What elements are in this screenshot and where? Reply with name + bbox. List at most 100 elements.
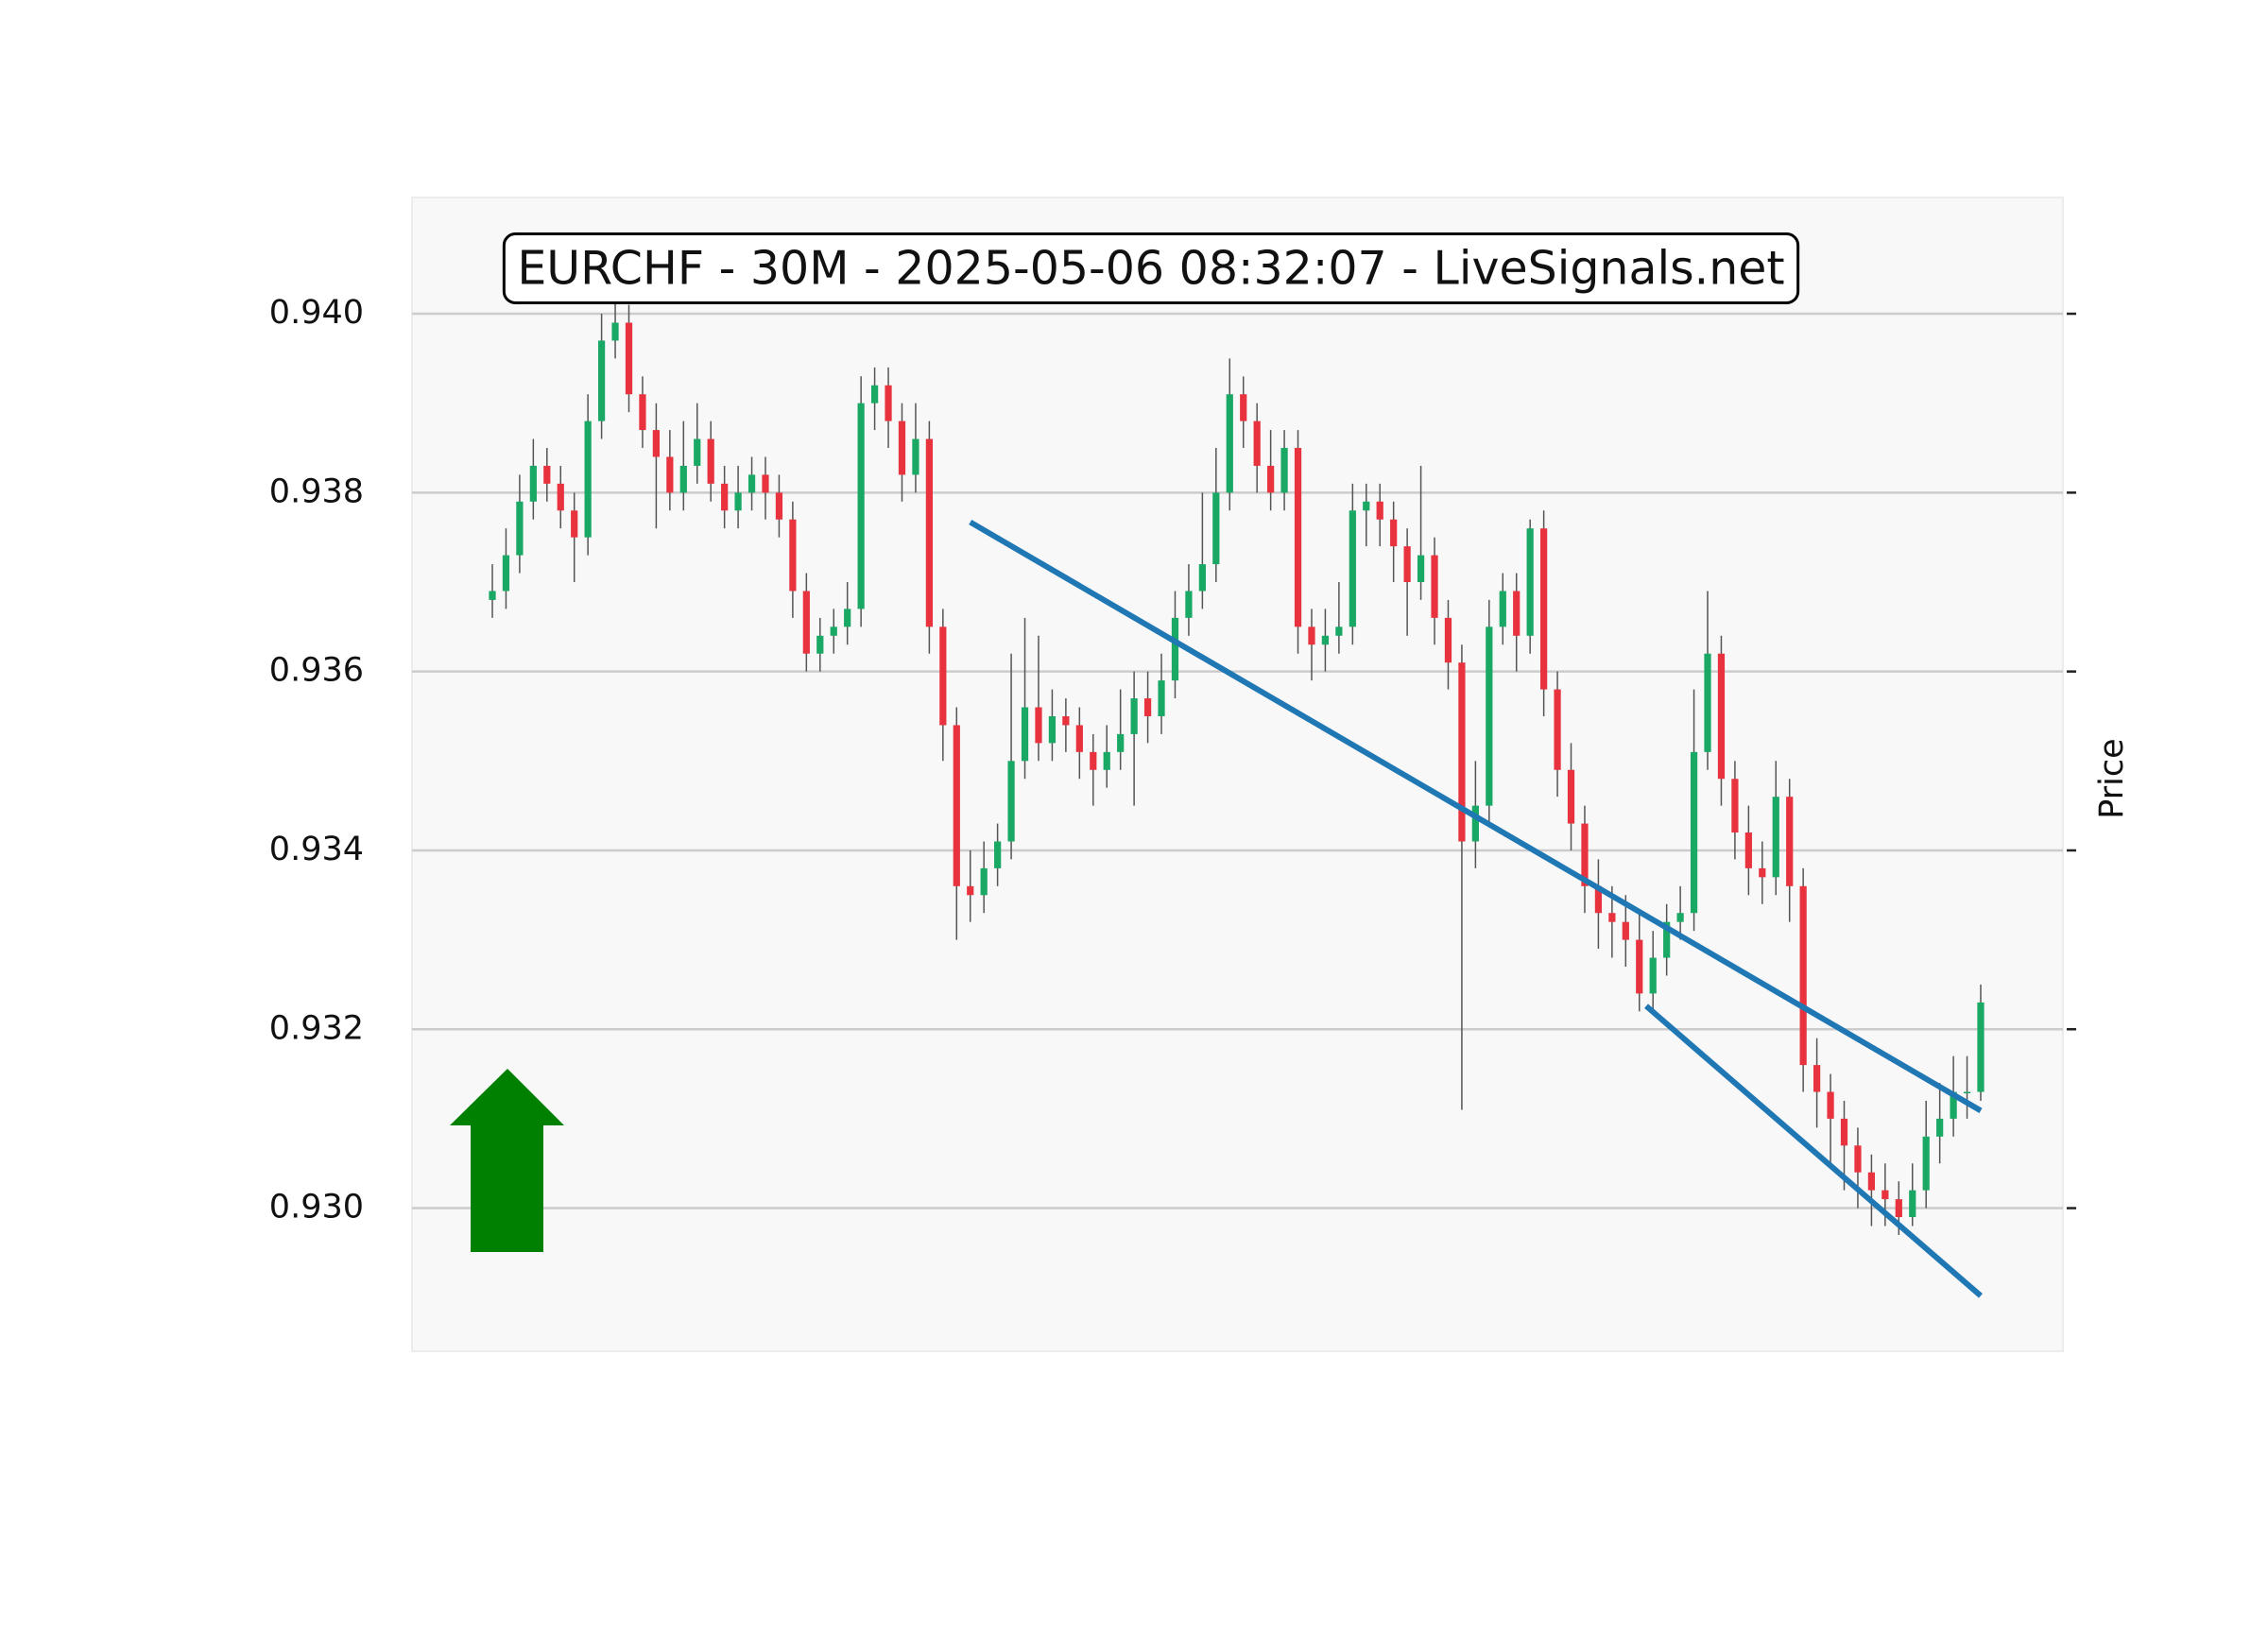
candle-body — [502, 555, 510, 592]
candle-body — [1840, 1118, 1848, 1146]
candle-body — [1363, 501, 1370, 511]
chart-title: EURCHF - 30M - 2025-05-06 08:32:07 - Liv… — [517, 242, 1784, 296]
candle-body — [1335, 626, 1343, 636]
candle-body — [543, 465, 551, 484]
candle-body — [1636, 939, 1643, 994]
candle-body — [1690, 751, 1698, 914]
candle-body — [816, 635, 824, 654]
candle-body — [1062, 715, 1070, 726]
candle-body — [1622, 921, 1629, 940]
candle-body — [1444, 617, 1452, 663]
candle-body — [1963, 1091, 1971, 1094]
candle-body — [1513, 591, 1521, 636]
candle-body — [1895, 1199, 1902, 1218]
candle-body — [1431, 555, 1438, 618]
candle-body — [1827, 1091, 1834, 1119]
candle-body — [1744, 832, 1752, 868]
candle-body — [529, 465, 537, 502]
candle-body — [1267, 465, 1275, 493]
candle-body — [652, 430, 661, 457]
candle-body — [557, 483, 564, 511]
candle-body — [1813, 1065, 1821, 1092]
candle-body — [734, 492, 742, 511]
candle-body — [1676, 913, 1684, 922]
y-tick-label: 0.936 — [269, 652, 364, 690]
candle-body — [1649, 957, 1657, 994]
y-tick-label: 0.940 — [269, 294, 364, 332]
candle-body — [1854, 1145, 1862, 1173]
candle-body — [1130, 698, 1138, 734]
candle-body — [625, 322, 633, 395]
candle-body — [857, 403, 865, 609]
y-tick-label: 0.938 — [269, 472, 364, 510]
candle-body — [1021, 707, 1029, 762]
candle-body — [912, 438, 919, 475]
candle-body — [1171, 617, 1179, 681]
candle-body — [1294, 448, 1302, 627]
candle-body — [1103, 751, 1110, 770]
candle-body — [1403, 546, 1411, 582]
candle-body — [1909, 1190, 1916, 1218]
candle-body — [1540, 528, 1548, 690]
candle-body — [885, 385, 892, 421]
candle-body — [953, 725, 960, 886]
candle-body — [939, 626, 947, 726]
candle-body — [1772, 797, 1779, 878]
candle-body — [571, 510, 578, 538]
y-tick-label: 0.934 — [269, 831, 364, 868]
candle-body — [1581, 823, 1589, 886]
candle-body — [802, 591, 810, 654]
candle-body — [694, 438, 701, 466]
signal-arrow — [450, 1069, 564, 1252]
candle-body — [1007, 761, 1015, 842]
candle-body — [1349, 510, 1356, 627]
candle-body — [789, 519, 797, 592]
candle-body — [1977, 1002, 1984, 1092]
candle-body — [1240, 394, 1247, 421]
candle-body — [1253, 420, 1261, 466]
candle-body — [1185, 591, 1193, 618]
candle-body — [1786, 797, 1794, 886]
candle-body — [762, 474, 769, 493]
candle-body — [1663, 921, 1671, 958]
candle-body — [1048, 715, 1057, 744]
candle-body — [1608, 913, 1616, 922]
trendline — [969, 519, 1983, 1113]
y-tick-label: 0.930 — [269, 1189, 364, 1227]
candle-body — [747, 474, 756, 493]
candle-body — [1280, 448, 1288, 493]
y-axis-label: Price — [2093, 738, 2131, 818]
candle-body — [1308, 626, 1315, 645]
candle-body — [1198, 564, 1206, 592]
trendlines — [969, 519, 1983, 1298]
candle-body — [1390, 519, 1398, 547]
candle-body — [584, 420, 592, 538]
candle-body — [597, 340, 606, 421]
candle-body — [994, 841, 1002, 868]
candle-body — [1867, 1172, 1876, 1191]
candle-body — [967, 885, 974, 896]
candle-body — [1922, 1136, 1930, 1191]
candle-body — [516, 501, 524, 556]
candle-body — [775, 492, 783, 520]
candles — [489, 296, 1984, 1235]
candle-body — [1321, 635, 1330, 645]
candle-body — [844, 609, 851, 627]
candle-body — [830, 626, 837, 636]
candle-body — [1799, 885, 1807, 1066]
candle-body — [1950, 1091, 1957, 1119]
plot-area — [411, 197, 2064, 1352]
candle-body — [1117, 733, 1125, 752]
candle-body — [1226, 394, 1233, 493]
title-box — [502, 232, 1800, 304]
candle-body — [1486, 626, 1493, 806]
candle-body — [1704, 653, 1711, 752]
candle-body — [707, 438, 714, 484]
candle-body — [870, 385, 879, 403]
candle-body — [639, 394, 646, 431]
candle-body — [1499, 591, 1506, 627]
candle-body — [1075, 725, 1083, 752]
candle-body — [1881, 1190, 1889, 1200]
y-tick-label: 0.932 — [269, 1009, 364, 1047]
